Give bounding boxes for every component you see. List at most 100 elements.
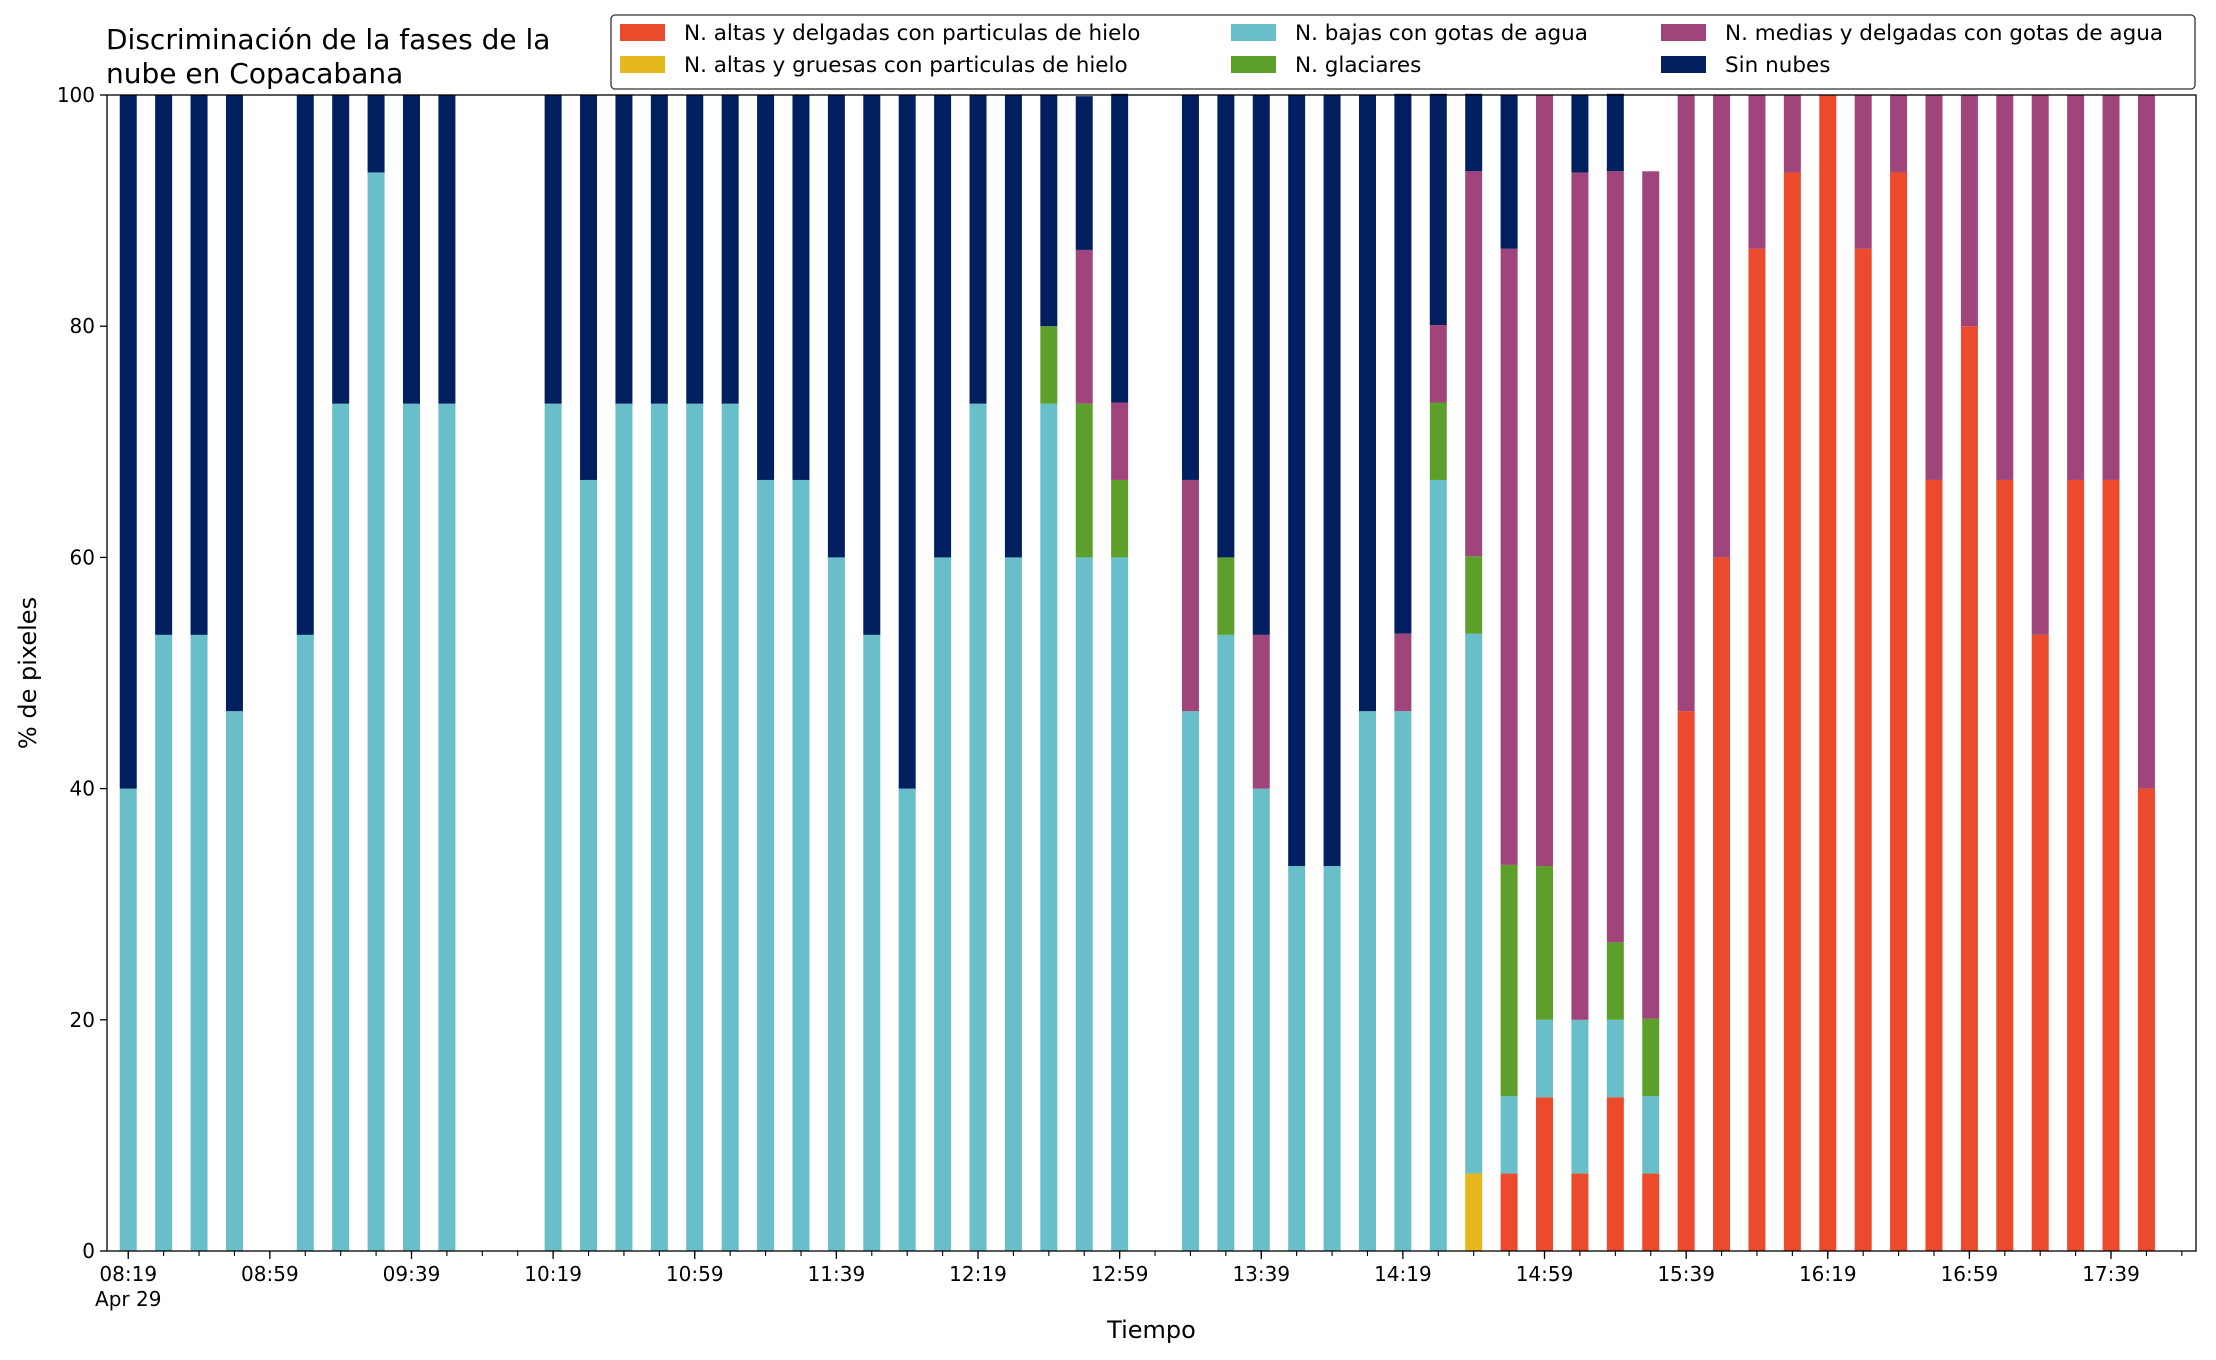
bar-segment-4 — [1960, 95, 1978, 327]
legend-label: N. altas y gruesas con particulas de hie… — [684, 53, 1128, 78]
y-tick-label: 0 — [82, 1239, 95, 1263]
bar-segment-5 — [1075, 96, 1093, 250]
bar-segment-2 — [403, 403, 420, 1251]
bar-segment-4 — [1996, 95, 2014, 480]
bar-segment-4 — [1181, 479, 1199, 712]
bar-segment-5 — [686, 95, 704, 404]
bar-segment-2 — [1181, 711, 1199, 1251]
bar-segment-5 — [332, 95, 350, 404]
x-tick-label: 15:39 — [1657, 1262, 1715, 1286]
bar-segment-2 — [757, 479, 775, 1251]
bar-segment-3 — [1536, 866, 1554, 1020]
bar-segment-2 — [721, 403, 739, 1251]
bar-segment-2 — [1111, 557, 1129, 1251]
bar-segment-2 — [1500, 1096, 1518, 1174]
bar-segment-5 — [1181, 95, 1199, 480]
bar-segment-2 — [1571, 1019, 1589, 1174]
bar-segment-2 — [190, 634, 208, 1251]
bar-segment-2 — [1252, 788, 1270, 1251]
bar-segment-2 — [686, 403, 704, 1251]
bar-segment-5 — [792, 95, 810, 480]
bar-segment-4 — [1748, 95, 1766, 249]
bar-segment-5 — [438, 95, 456, 404]
bar-segment-0 — [1713, 557, 1731, 1251]
bar-segment-2 — [650, 403, 668, 1251]
bar-segment-0 — [1748, 248, 1766, 1251]
legend-label: N. glaciares — [1295, 53, 1421, 78]
bar-segment-5 — [1004, 95, 1022, 558]
x-axis-title: Tiempo — [1106, 1316, 1196, 1344]
bar-segment-0 — [1642, 1173, 1660, 1251]
bar-segment-5 — [1500, 95, 1518, 249]
bar-segment-4 — [2067, 95, 2085, 480]
bar-segment-2 — [1075, 557, 1093, 1251]
legend-swatch — [620, 56, 665, 73]
x-tick-label: 14:19 — [1374, 1262, 1432, 1286]
bar-segment-2 — [1288, 866, 1306, 1251]
bar-segment-2 — [969, 403, 987, 1251]
x-tick-label: 12:19 — [949, 1262, 1007, 1286]
bar-segment-0 — [2137, 788, 2155, 1251]
bar-segment-5 — [155, 95, 173, 635]
bar-segment-0 — [1536, 1097, 1554, 1251]
bar-segment-2 — [898, 788, 916, 1251]
bar-segment-5 — [367, 95, 385, 173]
y-tick-label: 100 — [57, 83, 95, 107]
bar-segment-4 — [1783, 95, 1801, 173]
bar-segment-4 — [1536, 95, 1554, 867]
bar-segment-2 — [792, 479, 810, 1251]
x-tick-label: 14:59 — [1516, 1262, 1574, 1286]
bar-segment-2 — [863, 634, 881, 1251]
bar-segment-2 — [367, 172, 385, 1252]
legend-label: N. altas y delgadas con particulas de hi… — [684, 21, 1140, 46]
bar-segment-4 — [1111, 402, 1129, 480]
bar-segment-5 — [403, 95, 420, 404]
legend-swatch — [1231, 24, 1276, 41]
bar-segment-4 — [1429, 325, 1447, 403]
bar-segment-5 — [1040, 95, 1058, 327]
legend-swatch — [1661, 56, 1706, 73]
bar-segment-5 — [1571, 95, 1589, 173]
bar-segment-4 — [2137, 95, 2155, 789]
bar-segment-5 — [544, 95, 562, 404]
bar-segment-3 — [1040, 326, 1058, 404]
bar-segment-4 — [2102, 95, 2120, 480]
y-tick-label: 80 — [70, 314, 95, 338]
bar-segment-5 — [1217, 95, 1235, 558]
bar-segment-5 — [650, 95, 668, 404]
bar-segment-5 — [1252, 95, 1270, 635]
bar-segment-5 — [757, 95, 775, 480]
bar-segment-4 — [1925, 95, 1943, 480]
bar-segment-0 — [1960, 326, 1978, 1251]
bar-segment-3 — [1075, 403, 1093, 558]
bar-segment-3 — [1500, 864, 1518, 1097]
bar-segment-5 — [934, 95, 952, 558]
bar-segment-5 — [1111, 93, 1129, 403]
bar-segment-5 — [580, 95, 598, 480]
legend-label: Sin nubes — [1725, 53, 1830, 78]
bar-segment-5 — [1288, 95, 1306, 867]
bar-segment-5 — [119, 95, 137, 789]
bar-segment-5 — [190, 95, 208, 635]
legend-swatch — [1661, 24, 1706, 41]
x-tick-label: 13:39 — [1232, 1262, 1290, 1286]
bar-segment-0 — [1819, 95, 1837, 1251]
bar-segment-5 — [615, 95, 633, 404]
bar-segment-0 — [1854, 248, 1872, 1251]
bar-segment-5 — [969, 95, 987, 404]
x-tick-label: 12:59 — [1091, 1262, 1149, 1286]
legend-label: N. bajas con gotas de agua — [1295, 21, 1588, 46]
bar-segment-5 — [898, 95, 916, 789]
bar-segment-0 — [2031, 634, 2049, 1251]
bar-segment-2 — [225, 711, 243, 1251]
y-tick-label: 40 — [70, 777, 95, 801]
x-tick-label: 10:59 — [666, 1262, 724, 1286]
bar-segment-3 — [1111, 479, 1129, 558]
bar-segment-0 — [1677, 711, 1695, 1251]
bar-segment-3 — [1606, 942, 1624, 1020]
bar-segment-2 — [615, 403, 633, 1251]
bar-segment-2 — [1323, 866, 1341, 1251]
axes: 0 20 40 60 80 100 08:19 08:59 09:39 10:19 10:59 11:… — [14, 83, 2197, 1344]
bar-segment-2 — [1358, 711, 1376, 1251]
